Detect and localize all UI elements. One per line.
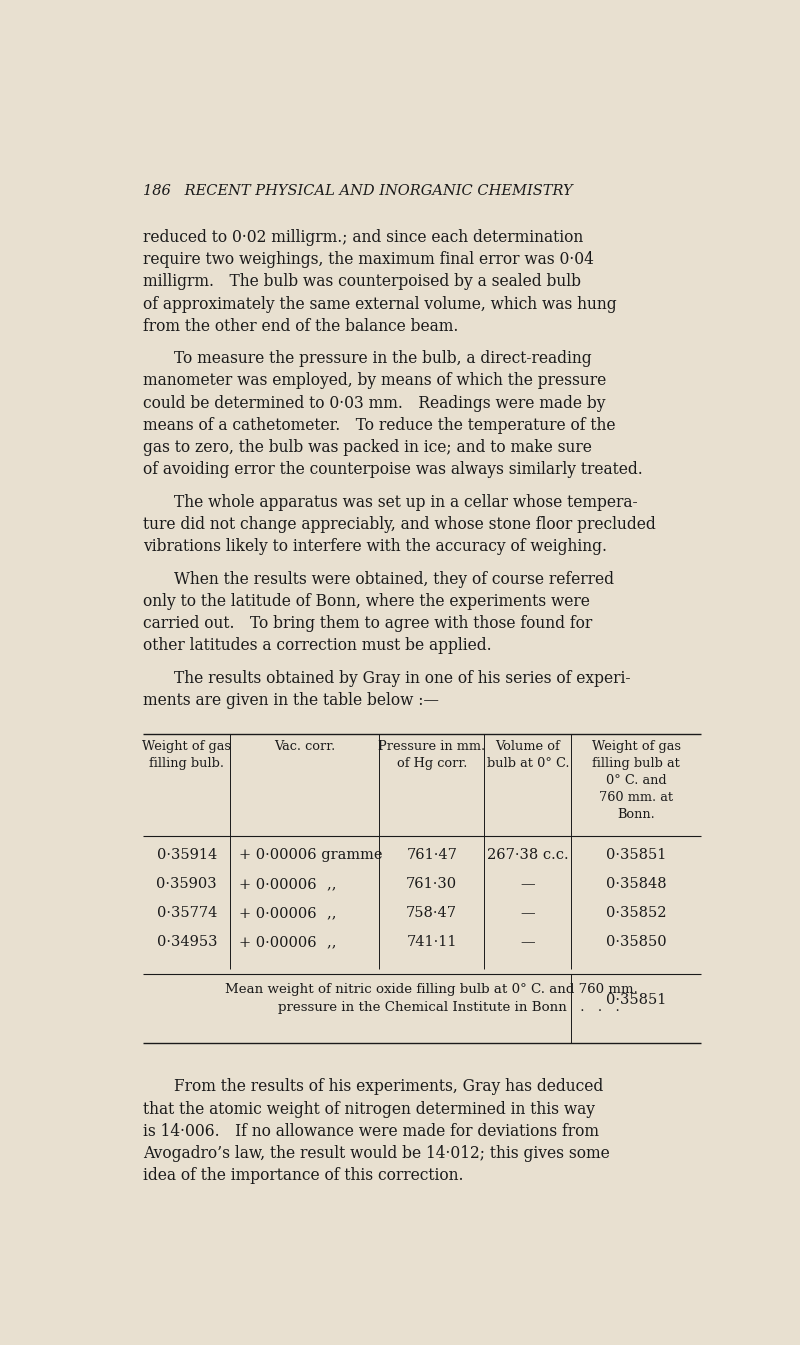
Text: could be determined to 0·03 mm. Readings were made by: could be determined to 0·03 mm. Readings… <box>143 394 606 412</box>
Text: + 0·00006   ,,: + 0·00006 ,, <box>239 935 336 950</box>
Text: milligrm. The bulb was counterpoised by a sealed bulb: milligrm. The bulb was counterpoised by … <box>143 273 582 291</box>
Text: is 14·006. If no allowance were made for deviations from: is 14·006. If no allowance were made for… <box>143 1123 599 1141</box>
Text: Weight of gas
filling bulb at
0° C. and
760 mm. at
Bonn.: Weight of gas filling bulb at 0° C. and … <box>592 740 681 822</box>
Text: Pressure in mm.
of Hg corr.: Pressure in mm. of Hg corr. <box>378 740 486 771</box>
Text: other latitudes a correction must be applied.: other latitudes a correction must be app… <box>143 638 492 654</box>
Text: Vac. corr.: Vac. corr. <box>274 740 335 753</box>
Text: —: — <box>521 877 535 892</box>
Text: 761·30: 761·30 <box>406 877 458 892</box>
Text: When the results were obtained, they of course referred: When the results were obtained, they of … <box>143 570 614 588</box>
Text: + 0·00006   ,,: + 0·00006 ,, <box>239 907 336 920</box>
Text: only to the latitude of Bonn, where the experiments were: only to the latitude of Bonn, where the … <box>143 593 590 609</box>
Text: The results obtained by Gray in one of his series of experi-: The results obtained by Gray in one of h… <box>143 670 631 686</box>
Text: idea of the importance of this correction.: idea of the importance of this correctio… <box>143 1167 464 1185</box>
Text: ture did not change appreciably, and whose stone floor precluded: ture did not change appreciably, and who… <box>143 516 656 533</box>
Text: 0·35852: 0·35852 <box>606 907 666 920</box>
Text: 741·11: 741·11 <box>406 935 457 950</box>
Text: Mean weight of nitric oxide filling bulb at 0° C. and 760 mm.
        pressure i: Mean weight of nitric oxide filling bulb… <box>226 983 638 1014</box>
Text: —: — <box>521 907 535 920</box>
Text: 0·35774: 0·35774 <box>157 907 217 920</box>
Text: 0·35848: 0·35848 <box>606 877 666 892</box>
Text: 758·47: 758·47 <box>406 907 458 920</box>
Text: of approximately the same external volume, which was hung: of approximately the same external volum… <box>143 296 617 312</box>
Text: 267·38 c.c.: 267·38 c.c. <box>487 849 569 862</box>
Text: The whole apparatus was set up in a cellar whose tempera-: The whole apparatus was set up in a cell… <box>143 494 638 511</box>
Text: Avogadro’s law, the result would be 14·012; this gives some: Avogadro’s law, the result would be 14·0… <box>143 1145 610 1162</box>
Text: 0·35851: 0·35851 <box>606 849 666 862</box>
Text: from the other end of the balance beam.: from the other end of the balance beam. <box>143 317 458 335</box>
Text: 0·35851: 0·35851 <box>606 993 666 1007</box>
Text: require two weighings, the maximum final error was 0·04: require two weighings, the maximum final… <box>143 252 594 268</box>
Text: —: — <box>521 935 535 950</box>
Text: that the atomic weight of nitrogen determined in this way: that the atomic weight of nitrogen deter… <box>143 1100 595 1118</box>
Text: 761·47: 761·47 <box>406 849 457 862</box>
Text: To measure the pressure in the bulb, a direct-reading: To measure the pressure in the bulb, a d… <box>143 350 592 367</box>
Text: 0·35903: 0·35903 <box>157 877 217 892</box>
Text: ments are given in the table below :—: ments are given in the table below :— <box>143 691 439 709</box>
Text: 0·35850: 0·35850 <box>606 935 666 950</box>
Text: carried out. To bring them to agree with those found for: carried out. To bring them to agree with… <box>143 615 593 632</box>
Text: 0·35914: 0·35914 <box>157 849 217 862</box>
Text: vibrations likely to interfere with the accuracy of weighing.: vibrations likely to interfere with the … <box>143 538 607 555</box>
Text: Weight of gas
filling bulb.: Weight of gas filling bulb. <box>142 740 231 771</box>
Text: 0·34953: 0·34953 <box>157 935 217 950</box>
Text: means of a cathetometer. To reduce the temperature of the: means of a cathetometer. To reduce the t… <box>143 417 616 434</box>
Text: manometer was employed, by means of which the pressure: manometer was employed, by means of whic… <box>143 373 606 389</box>
Text: of avoiding error the counterpoise was always similarly treated.: of avoiding error the counterpoise was a… <box>143 461 643 479</box>
Text: Volume of
bulb at 0° C.: Volume of bulb at 0° C. <box>486 740 569 771</box>
Text: + 0·00006   ,,: + 0·00006 ,, <box>239 877 336 892</box>
Text: From the results of his experiments, Gray has deduced: From the results of his experiments, Gra… <box>143 1079 604 1095</box>
Text: 186   RECENT PHYSICAL AND INORGANIC CHEMISTRY: 186 RECENT PHYSICAL AND INORGANIC CHEMIS… <box>143 184 573 198</box>
Text: + 0·00006 gramme: + 0·00006 gramme <box>239 849 382 862</box>
Text: reduced to 0·02 milligrm.; and since each determination: reduced to 0·02 milligrm.; and since eac… <box>143 229 584 246</box>
Text: gas to zero, the bulb was packed in ice; and to make sure: gas to zero, the bulb was packed in ice;… <box>143 438 592 456</box>
